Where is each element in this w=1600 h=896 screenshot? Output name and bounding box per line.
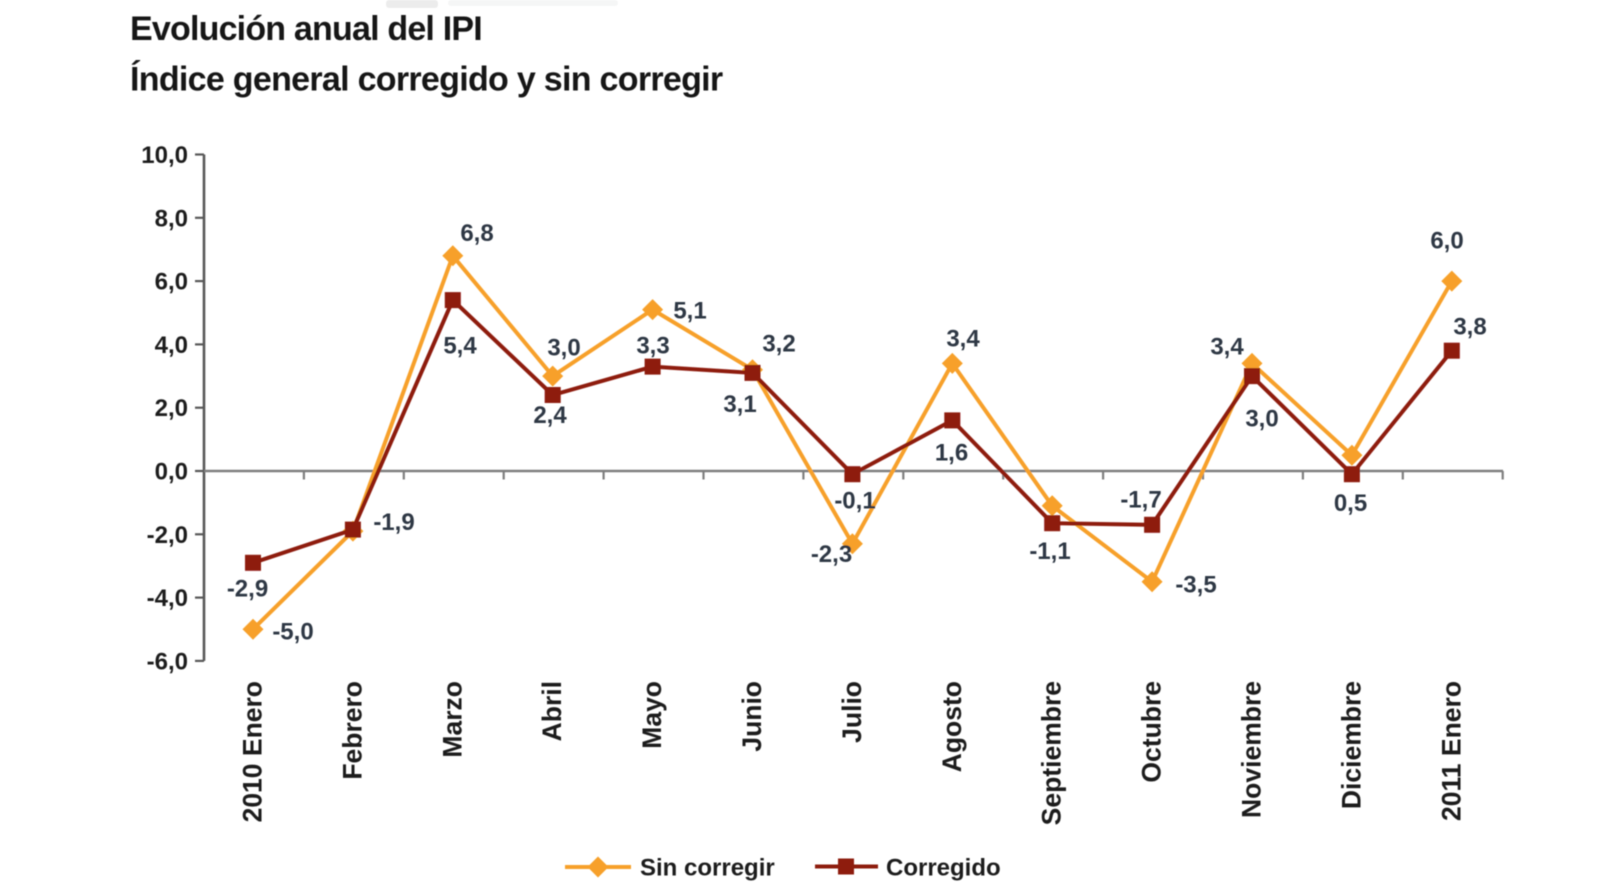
svg-text:-4,0: -4,0 [147, 585, 188, 612]
svg-text:6,8: 6,8 [460, 220, 493, 247]
svg-text:Sin corregir: Sin corregir [640, 855, 775, 882]
svg-text:5,4: 5,4 [443, 333, 477, 360]
svg-text:6,0: 6,0 [155, 269, 188, 296]
svg-text:-2,9: -2,9 [227, 576, 268, 603]
svg-text:2011 Enero: 2011 Enero [1436, 681, 1466, 821]
svg-text:6,0: 6,0 [1430, 228, 1463, 255]
svg-text:0,0: 0,0 [155, 459, 188, 486]
svg-text:Octubre: Octubre [1137, 681, 1167, 783]
svg-text:-0,1: -0,1 [834, 488, 875, 515]
svg-text:Junio: Junio [737, 681, 767, 752]
svg-text:10,0: 10,0 [141, 142, 188, 169]
svg-text:Diciembre: Diciembre [1336, 681, 1366, 809]
svg-text:Febrero: Febrero [337, 681, 367, 780]
svg-text:Noviembre: Noviembre [1237, 681, 1267, 818]
svg-text:-1,7: -1,7 [1120, 487, 1161, 514]
svg-text:4,0: 4,0 [155, 332, 188, 359]
svg-text:Corregido: Corregido [886, 855, 1001, 882]
svg-text:3,8: 3,8 [1453, 314, 1486, 341]
svg-text:-1,1: -1,1 [1029, 538, 1070, 565]
svg-text:3,0: 3,0 [547, 335, 580, 362]
svg-text:2,0: 2,0 [155, 395, 188, 422]
svg-text:Abril: Abril [537, 681, 567, 741]
svg-text:Mayo: Mayo [637, 681, 667, 749]
svg-text:2010 Enero: 2010 Enero [238, 681, 268, 822]
svg-text:8,0: 8,0 [155, 205, 188, 232]
svg-text:3,4: 3,4 [1210, 334, 1244, 361]
svg-text:3,0: 3,0 [1245, 406, 1278, 433]
svg-text:Marzo: Marzo [437, 681, 467, 758]
svg-text:-3,5: -3,5 [1175, 572, 1216, 599]
svg-text:2,4: 2,4 [533, 402, 567, 429]
svg-text:3,3: 3,3 [636, 333, 669, 360]
svg-text:Julio: Julio [837, 681, 867, 743]
svg-text:-2,0: -2,0 [147, 522, 188, 549]
svg-text:1,6: 1,6 [935, 440, 968, 467]
svg-text:Agosto: Agosto [937, 681, 967, 772]
svg-text:5,1: 5,1 [673, 298, 706, 325]
svg-text:-5,0: -5,0 [272, 619, 313, 646]
svg-text:-6,0: -6,0 [147, 648, 188, 675]
svg-text:Evolución anual del IPI: Evolución anual del IPI [130, 10, 482, 48]
svg-text:-1,9: -1,9 [373, 509, 414, 536]
svg-text:-2,3: -2,3 [811, 541, 852, 568]
svg-text:Septiembre: Septiembre [1037, 681, 1067, 825]
svg-text:Índice general corregido y sin: Índice general corregido y sin corregir [130, 61, 723, 99]
svg-text:3,4: 3,4 [946, 326, 980, 353]
svg-text:3,1: 3,1 [723, 391, 756, 418]
svg-text:0,5: 0,5 [1334, 490, 1367, 517]
svg-text:3,2: 3,2 [762, 331, 795, 358]
